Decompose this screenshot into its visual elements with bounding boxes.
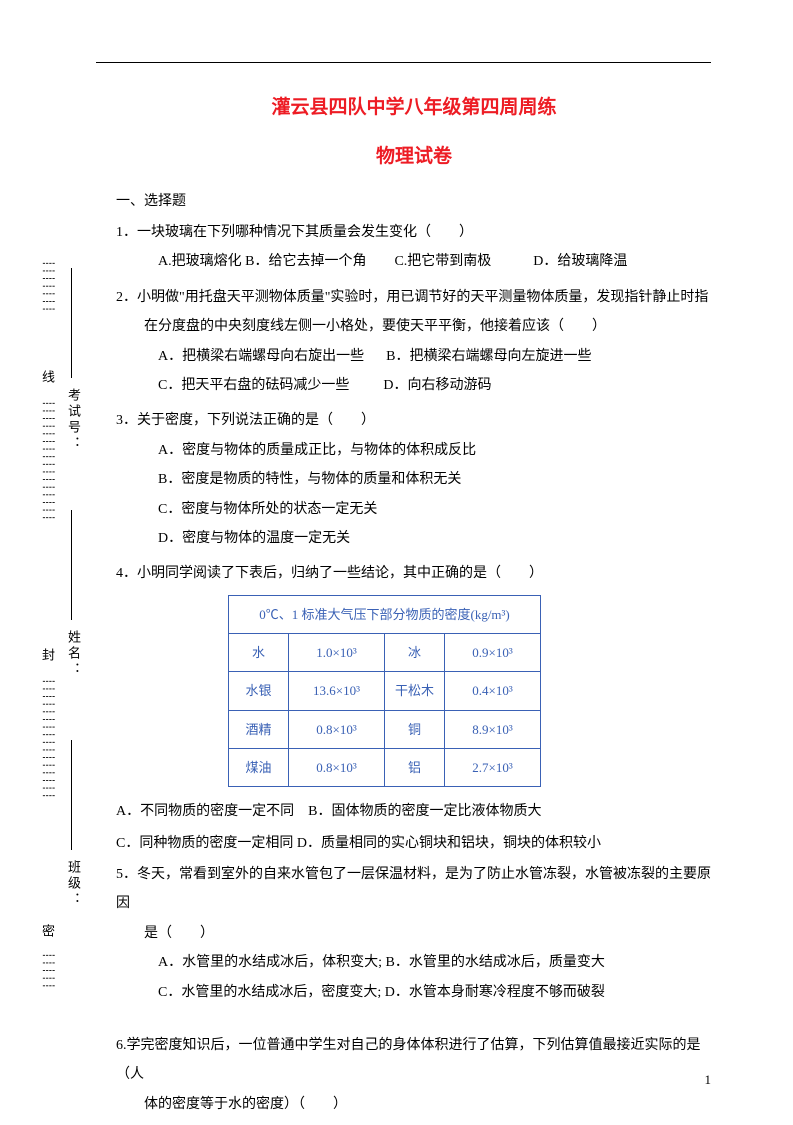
table-row: 水 1.0×10³ 冰 0.9×10³ [229,633,541,671]
q4-optAB: A．不同物质的密度一定不同 B．固体物质的密度一定比液体物质大 [116,797,712,826]
title-main: 灌云县四队中学八年级第四周周练 [116,92,712,119]
exam-line [71,268,72,378]
dots-seg: ┊┊┊┊┊┊┊ [42,260,55,360]
q4-stem-text: 4．小明同学阅读了下表后，归纳了一些结论，其中正确的是（ ） [116,566,543,581]
mi-char: 密 [38,924,57,940]
q2-b: B．把横梁右端螺母向左旋进一些 [386,349,591,364]
table-header: 0℃、1 标准大气压下部分物质的密度(kg/m³) [229,595,541,633]
name-line [71,510,72,620]
q2-c: C．把天平右盘的砝码减少一些 [158,378,349,393]
q5-cd: C．水管里的水结成冰后，密度变大; D．水管本身耐寒冷程度不够而破裂 [116,978,712,1007]
cell: 铝 [385,748,445,786]
xian-char: 线 [38,370,57,386]
main-content: 灌云县四队中学八年级第四周周练 物理试卷 一、选择题 1．一块玻璃在下列哪种情况… [116,92,712,1125]
question-6: 6.学完密度知识后，一位普通中学生对自己的身体体积进行了估算，下列估算值最接近实… [116,1031,712,1119]
q2-a: A．把横梁右端螺母向右旋出一些 [158,349,364,364]
q5-stem2: 是（ ） [116,919,712,948]
cell: 0.8×10³ [289,748,385,786]
q5-ab: A．水管里的水结成冰后，体积变大; B．水管里的水结成冰后，质量变大 [116,948,712,977]
class-label: 班级： [64,860,83,908]
q6-stem2: 体的密度等于水的密度）（ ） [116,1090,712,1119]
cell: 1.0×10³ [289,633,385,671]
q2-d: D．向右移动游码 [383,378,491,393]
q3-a: A．密度与物体的质量成正比，与物体的体积成反比 [116,436,712,465]
cell: 0.9×10³ [445,633,541,671]
exam-label: 考试号： [64,388,83,452]
density-table: 0℃、1 标准大气压下部分物质的密度(kg/m³) 水 1.0×10³ 冰 0.… [228,595,541,787]
question-3: 3．关于密度，下列说法正确的是（ ） A．密度与物体的质量成正比，与物体的体积成… [116,406,712,553]
cell: 0.4×10³ [445,672,541,710]
cell: 冰 [385,633,445,671]
title-sub: 物理试卷 [116,141,712,168]
cell: 水 [229,633,289,671]
table-row: 酒精 0.8×10³ 铜 8.9×10³ [229,710,541,748]
q3-d: D．密度与物体的温度一定无关 [116,524,712,553]
q2-ab: A．把横梁右端螺母向右旋出一些 B．把横梁右端螺母向左旋进一些 [116,342,712,371]
question-1: 1．一块玻璃在下列哪种情况下其质量会发生变化（ ） A.把玻璃熔化 B．给它去掉… [116,218,712,277]
name-label: 姓名： [64,630,83,678]
q2-cd: C．把天平右盘的砝码减少一些 D．向右移动游码 [116,371,712,400]
q4-optCD: C．同种物质的密度一定相同 D．质量相同的实心铜块和铝块，铜块的体积较小 [116,829,712,858]
q3-c: C．密度与物体所处的状态一定无关 [116,495,712,524]
table-row: 水银 13.6×10³ 干松木 0.4×10³ [229,672,541,710]
question-5: 5．冬天，常看到室外的自来水管包了一层保温材料，是为了防止水管冻裂，水管被冻裂的… [116,860,712,1007]
q2-stem1: 2．小明做"用托盘天平测物体质量"实验时，用已调节好的天平测量物体质量，发现指针… [116,283,712,312]
dots-seg: ┊┊┊┊┊ [42,952,55,1020]
top-rule [96,62,711,63]
q3-stem: 3．关于密度，下列说法正确的是（ ） [116,406,712,435]
q1-options: A.把玻璃熔化 B．给它去掉一个角 C.把它带到南极 D．给玻璃降温 [116,247,712,276]
binding-sidebar: ┊┊┊┊┊ 密 ┊┊┊┊┊┊┊┊┊┊┊┊┊┊┊┊ 封 ┊┊┊┊┊┊┊┊┊┊┊┊┊… [34,100,96,1020]
question-2: 2．小明做"用托盘天平测物体质量"实验时，用已调节好的天平测量物体质量，发现指针… [116,283,712,401]
table-row: 煤油 0.8×10³ 铝 2.7×10³ [229,748,541,786]
dots-seg: ┊┊┊┊┊┊┊┊┊┊┊┊┊┊┊┊ [42,400,55,638]
cell: 煤油 [229,748,289,786]
q3-b: B．密度是物质的特性，与物体的质量和体积无关 [116,465,712,494]
q1-stem: 1．一块玻璃在下列哪种情况下其质量会发生变化（ ） [116,218,712,247]
q6-stem1: 6.学完密度知识后，一位普通中学生对自己的身体体积进行了估算，下列估算值最接近实… [116,1031,712,1090]
question-4: 4．小明同学阅读了下表后，归纳了一些结论，其中正确的是（ ） 0℃、1 标准大气… [116,559,712,787]
cell: 13.6×10³ [289,672,385,710]
cell: 水银 [229,672,289,710]
cell: 铜 [385,710,445,748]
dots-seg: ┊┊┊┊┊┊┊┊┊┊┊┊┊┊┊┊ [42,678,55,916]
q4-stem: 4．小明同学阅读了下表后，归纳了一些结论，其中正确的是（ ） [116,559,712,588]
cell: 干松木 [385,672,445,710]
cell: 2.7×10³ [445,748,541,786]
cell: 酒精 [229,710,289,748]
cell: 8.9×10³ [445,710,541,748]
q2-stem2: 在分度盘的中央刻度线左侧一小格处，要使天平平衡，他接着应该（ ） [116,312,712,341]
section-heading: 一、选择题 [116,190,712,210]
q5-stem1: 5．冬天，常看到室外的自来水管包了一层保温材料，是为了防止水管冻裂，水管被冻裂的… [116,860,712,919]
class-line [71,740,72,850]
cell: 0.8×10³ [289,710,385,748]
feng-char: 封 [38,648,57,664]
